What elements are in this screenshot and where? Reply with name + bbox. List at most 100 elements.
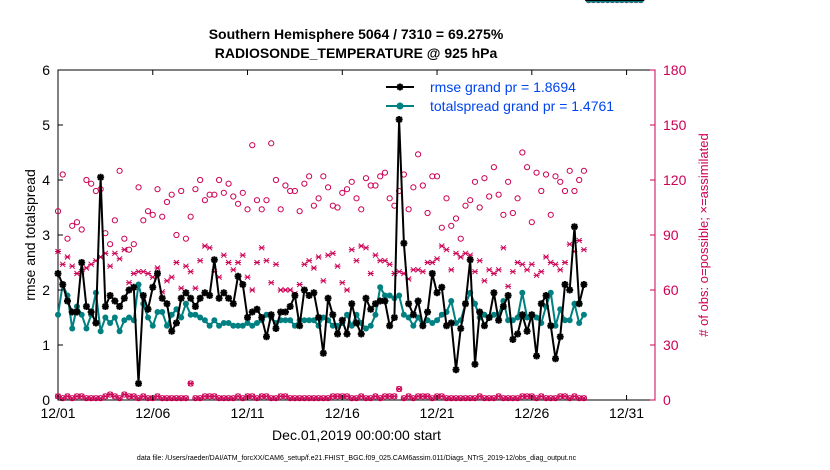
- obs-possible-point: [500, 211, 507, 218]
- obs-assimilated-point: [495, 266, 502, 273]
- obs-assimilated-point: [509, 268, 516, 275]
- rmse-point: [509, 336, 517, 343]
- obs-possible-point: [557, 178, 564, 185]
- obs-assimilated-point: [126, 279, 133, 286]
- obs-assimilated-point: [140, 268, 147, 275]
- y-right-tick-label: 90: [663, 227, 679, 243]
- obs-possible-point: [561, 187, 569, 195]
- obs-possible-point: [424, 209, 431, 217]
- obs-assimilated-point: [272, 261, 279, 268]
- obs-possible-point: [144, 208, 152, 215]
- obs-possible-point: [528, 219, 535, 226]
- rmse-point: [362, 294, 370, 302]
- totalspread-point: [263, 311, 270, 318]
- totalspread-point: [282, 317, 289, 324]
- totalspread-point: [121, 317, 128, 324]
- obs-possible-point: [277, 206, 284, 213]
- obs-assimilated-point: [230, 266, 237, 273]
- rmse-point: [191, 303, 199, 310]
- plot-area: [57, 69, 656, 401]
- obs-assimilated-point: [538, 268, 545, 275]
- obs-possible-point: [490, 164, 498, 171]
- obs-assimilated-point: [201, 243, 208, 249]
- obs-possible-point: [481, 175, 488, 182]
- obs-possible-point: [201, 197, 208, 204]
- legend-rmse-label: rmse grand pr = 1.8694: [430, 79, 576, 95]
- rmse-point: [272, 325, 280, 332]
- rmse-point: [556, 333, 564, 341]
- totalspread-point: [566, 317, 573, 324]
- rmse-point: [144, 305, 152, 313]
- obs-assimilated-point: [543, 254, 550, 260]
- rmse-point: [485, 314, 493, 321]
- rmse-point: [54, 270, 62, 277]
- obs-possible-point: [268, 140, 275, 147]
- obs-assimilated-point: [358, 243, 365, 249]
- obs-assimilated-point: [301, 261, 308, 268]
- x-tick-label: 12/26: [514, 405, 549, 421]
- rmse-point: [158, 294, 166, 302]
- obs-assimilated-point: [348, 246, 355, 253]
- obs-assimilated-bottom-point: [182, 395, 189, 402]
- rmse-point: [296, 322, 304, 330]
- legend-rmse-marker: [396, 83, 404, 91]
- obs-possible-point: [244, 206, 251, 213]
- obs-possible-point: [353, 195, 360, 202]
- rmse-point: [390, 314, 398, 321]
- totalspread-point: [216, 322, 223, 329]
- obs-possible-point: [140, 217, 147, 224]
- y-right-tick-label: 60: [663, 282, 679, 298]
- y-axis-left-label: rmse and totalspread: [22, 169, 38, 301]
- totalspread-point: [107, 320, 114, 326]
- obs-assimilated-point: [457, 254, 464, 260]
- totalspread-point: [320, 314, 327, 321]
- y-right-tick-label: 0: [663, 392, 671, 408]
- legend-spread-label: totalspread grand pr = 1.4761: [430, 98, 614, 114]
- obs-possible-point: [192, 186, 199, 193]
- totalspread-point: [386, 292, 393, 299]
- rmse-point: [220, 289, 228, 297]
- rmse-point: [338, 316, 346, 324]
- obs-possible-point: [495, 191, 502, 198]
- rmse-point: [258, 314, 266, 321]
- totalspread-point: [533, 314, 540, 321]
- data-file-footer: data file: /Users/raeder/DAI/ATM_forcXX/…: [137, 455, 577, 462]
- rmse-point: [149, 283, 157, 291]
- totalspread-point: [163, 322, 170, 329]
- axes: 12/01 12/06 12/11 12/16 12/21 12/26 12/31 0 1 2 3 4…: [40, 62, 686, 421]
- obs-assimilated-point: [235, 259, 242, 266]
- obs-possible-point: [433, 173, 441, 180]
- rmse-point: [106, 292, 114, 299]
- obs-assimilated-point: [505, 283, 512, 290]
- totalspread-point: [211, 317, 218, 324]
- obs-assimilated-point: [325, 252, 332, 259]
- totalspread-point: [126, 314, 133, 321]
- totalspread-point: [149, 322, 156, 329]
- obs-assimilated-point: [192, 285, 199, 292]
- obs-assimilated-point: [310, 265, 317, 271]
- obs-possible-point: [419, 182, 426, 189]
- obs-assimilated-point: [268, 279, 275, 286]
- obs-assimilated-point: [145, 270, 152, 277]
- totalspread-point: [448, 298, 455, 304]
- totalspread-point: [135, 281, 142, 288]
- obs-possible-point: [377, 173, 384, 180]
- y-left-tick-label: 5: [42, 117, 50, 133]
- totalspread-point: [301, 317, 308, 324]
- totalspread-point: [580, 311, 587, 318]
- obs-possible-point: [173, 231, 180, 239]
- obs-possible-point: [339, 189, 346, 196]
- obs-possible-point: [462, 202, 469, 209]
- rmse-point: [78, 259, 86, 266]
- totalspread-point: [235, 322, 242, 329]
- totalspread-point: [287, 317, 294, 324]
- rmse-point: [234, 272, 242, 280]
- obs-assimilated-point: [88, 261, 95, 268]
- totalspread-point: [381, 292, 388, 299]
- rmse-point: [400, 239, 408, 247]
- rmse-point: [343, 330, 351, 338]
- obs-possible-point: [576, 176, 583, 184]
- obs-possible-point: [83, 176, 90, 184]
- obs-possible-point: [69, 222, 76, 229]
- obs-possible-point: [452, 215, 460, 222]
